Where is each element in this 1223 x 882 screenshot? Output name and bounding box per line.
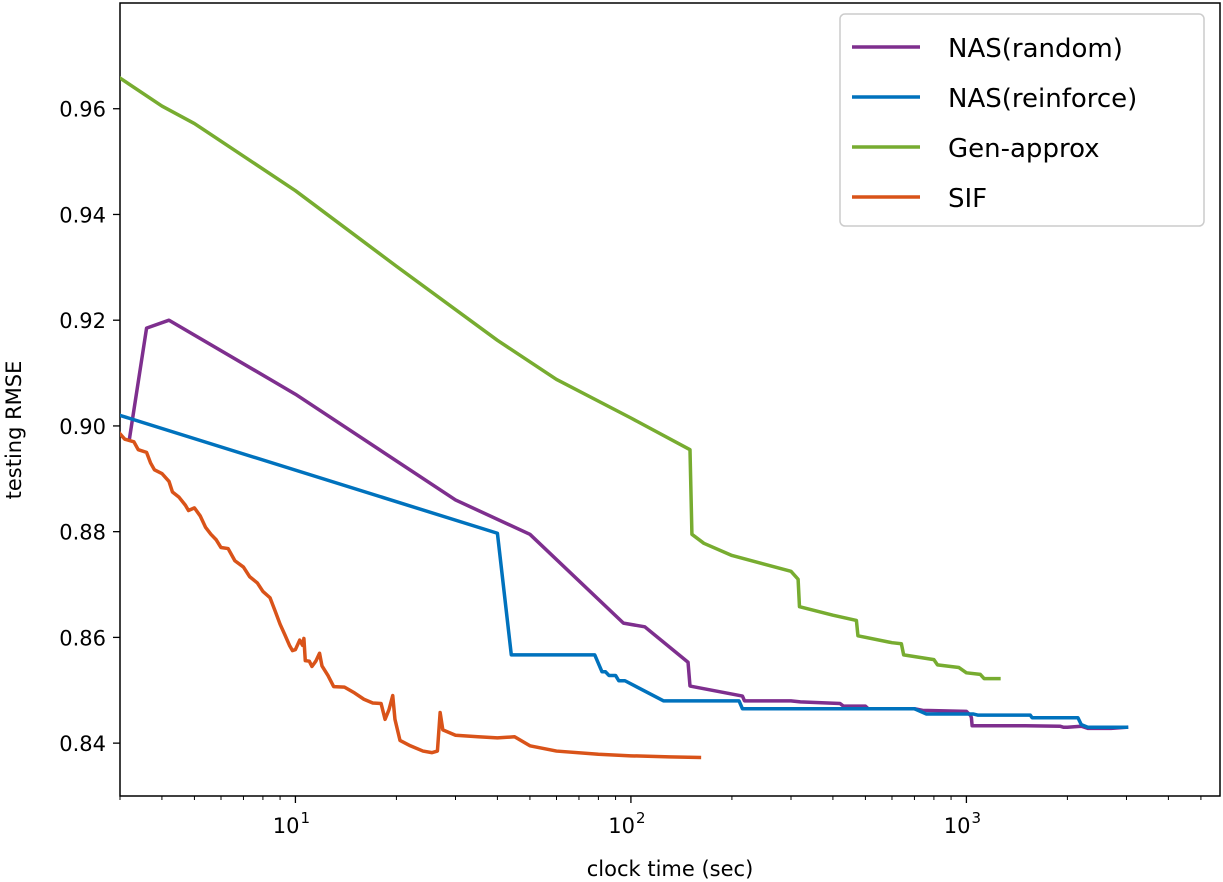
series-line-0 <box>127 318 1129 731</box>
y-tick-label-4: 0.92 <box>59 309 106 333</box>
x-axis-label: clock time (sec) <box>587 857 754 881</box>
y-tick-label-5: 0.94 <box>59 203 106 227</box>
axes-frame <box>119 2 1221 797</box>
series-line-2 <box>120 75 1001 681</box>
x-tick-label-2: 103 <box>944 809 981 838</box>
plot-border <box>119 2 1221 797</box>
legend-label-2: Gen-approx <box>948 134 1100 164</box>
x-tick-label-1: 102 <box>608 809 645 838</box>
y-tick-label-6: 0.96 <box>59 98 106 122</box>
y-tick-label-0: 0.84 <box>59 732 106 756</box>
y-axis-label: testing RMSE <box>2 361 26 500</box>
y-tick-label-1: 0.86 <box>59 626 106 650</box>
series-layer <box>120 75 1129 760</box>
legend-label-3: SIF <box>948 184 987 214</box>
y-tick-label-2: 0.88 <box>59 521 106 545</box>
x-tick-label-0: 101 <box>273 809 310 838</box>
series-line-1 <box>120 413 1129 730</box>
legend-label-0: NAS(random) <box>948 34 1123 64</box>
legend: NAS(random) NAS(reinforce) Gen-approx SIF <box>839 13 1205 227</box>
legend-label-1: NAS(reinforce) <box>948 84 1137 114</box>
y-axis-ticks: 0.84 0.86 0.88 0.90 0.92 0.94 0.96 <box>59 98 120 756</box>
series-line-3 <box>120 431 702 760</box>
legend-box <box>839 13 1205 227</box>
y-tick-label-3: 0.90 <box>59 415 106 439</box>
x-axis-ticks: 101 102 103 <box>119 796 1202 838</box>
